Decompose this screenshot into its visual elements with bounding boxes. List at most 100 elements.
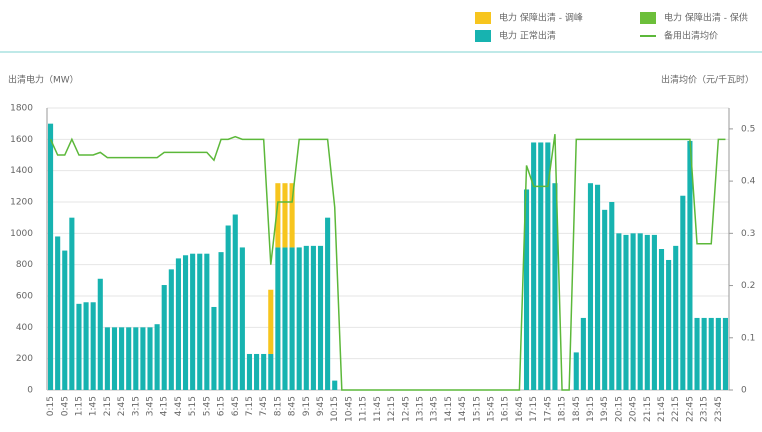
x-tick-label: 15:45 [487, 396, 497, 422]
y-tick-label: 1800 [10, 104, 33, 114]
bar-segment [545, 142, 551, 390]
x-tick-label: 22:45 [685, 396, 695, 422]
bar-segment [261, 353, 267, 390]
bar-segment [62, 250, 68, 390]
x-tick-label: 18:45 [572, 396, 582, 422]
x-tick-label: 23:15 [700, 396, 710, 422]
y-tick-label: 0 [27, 386, 33, 396]
x-tick-label: 7:45 [259, 396, 269, 416]
bar-segment [282, 247, 288, 390]
bar-segment [204, 253, 210, 390]
y-tick-label: 200 [16, 354, 33, 364]
x-tick-label: 20:45 [629, 396, 639, 422]
bar-segment [218, 252, 224, 390]
bar-segment [133, 327, 139, 390]
y-axis-title: 出清电力（MW） [8, 74, 79, 86]
x-tick-label: 5:45 [202, 396, 212, 416]
bar-segment [595, 184, 601, 390]
bar-segment [701, 317, 707, 390]
y2-tick-label: 0.2 [741, 281, 755, 291]
bar-segment [90, 302, 96, 390]
y-tick-label: 600 [16, 292, 33, 302]
bar-segment [254, 353, 260, 390]
x-tick-label: 21:15 [643, 396, 653, 422]
bar-segment [644, 234, 650, 390]
legend-label: 备用出清均价 [664, 30, 718, 42]
bar-segment [531, 142, 537, 390]
bar-segment [680, 195, 686, 390]
legend-swatch [475, 12, 491, 24]
bar-segment [239, 247, 245, 390]
bar-segment [282, 183, 288, 248]
bar-segment [211, 306, 217, 390]
bar-segment [268, 289, 274, 354]
x-tick-label: 1:15 [74, 396, 84, 416]
bar-segment [694, 317, 700, 390]
y2-tick-label: 0.3 [741, 229, 755, 239]
x-tick-label: 21:45 [657, 396, 667, 422]
bar-segment [708, 317, 714, 390]
bar-segment [104, 327, 110, 390]
x-tick-label: 4:45 [174, 396, 184, 416]
x-tick-label: 19:45 [600, 396, 610, 422]
bar-segment [154, 324, 160, 390]
bar-segment [268, 353, 274, 390]
bar-segment [296, 247, 302, 390]
x-tick-label: 7:15 [245, 396, 255, 416]
bar-segment [673, 245, 679, 390]
bar-segment [616, 233, 622, 390]
bar-segment [246, 353, 253, 390]
y-tick-label: 1000 [10, 229, 33, 239]
y2-tick-label: 0 [741, 386, 747, 396]
bar-segment [161, 285, 167, 390]
y2-tick-label: 0.5 [741, 124, 755, 134]
bar-segment [573, 352, 579, 390]
x-tick-label: 1:45 [89, 396, 99, 416]
bar-segment [651, 234, 657, 390]
x-tick-label: 11:15 [359, 396, 369, 422]
x-tick-label: 13:45 [430, 396, 440, 422]
bar-segment [587, 183, 594, 390]
x-tick-label: 8:45 [288, 396, 298, 416]
y-tick-label: 1400 [10, 166, 33, 176]
bar-segment [190, 253, 196, 390]
price-line [49, 134, 726, 391]
x-tick-label: 2:45 [117, 396, 127, 416]
x-tick-label: 9:45 [316, 396, 326, 416]
bar-segment [666, 259, 672, 390]
bar-segment [580, 317, 586, 390]
bar-segment [332, 380, 338, 390]
bar-segment [637, 233, 643, 390]
bar-segment [687, 140, 693, 390]
bar-segment [552, 183, 558, 390]
y2-tick-label: 0.4 [741, 177, 756, 187]
x-tick-label: 20:15 [614, 396, 624, 422]
x-tick-label: 6:15 [217, 396, 227, 416]
x-tick-label: 4:15 [160, 396, 170, 416]
x-tick-label: 17:15 [529, 396, 539, 422]
y-tick-label: 1200 [10, 198, 33, 208]
bar-segment [623, 234, 629, 390]
x-tick-label: 17:45 [543, 396, 553, 422]
bar-segment [126, 327, 132, 390]
bar-segment [69, 217, 75, 390]
y-tick-label: 800 [16, 260, 33, 270]
x-tick-label: 0:45 [60, 396, 70, 416]
y-tick-label: 1600 [10, 135, 33, 145]
x-tick-label: 9:15 [302, 396, 312, 416]
x-tick-label: 8:15 [273, 396, 283, 416]
bar-segment [197, 253, 203, 390]
bar-segment [55, 236, 61, 390]
legend-swatch [475, 30, 491, 42]
bar-segment [289, 183, 295, 248]
bar-segment [97, 278, 103, 390]
bar-segment [168, 269, 174, 390]
x-tick-label: 23:45 [714, 396, 724, 422]
bar-segment [317, 245, 324, 390]
bar-segment [182, 255, 189, 390]
bar-segment [722, 317, 728, 390]
bar-segment [538, 142, 544, 390]
bar-segment [275, 183, 281, 248]
x-tick-label: 15:15 [472, 396, 482, 422]
